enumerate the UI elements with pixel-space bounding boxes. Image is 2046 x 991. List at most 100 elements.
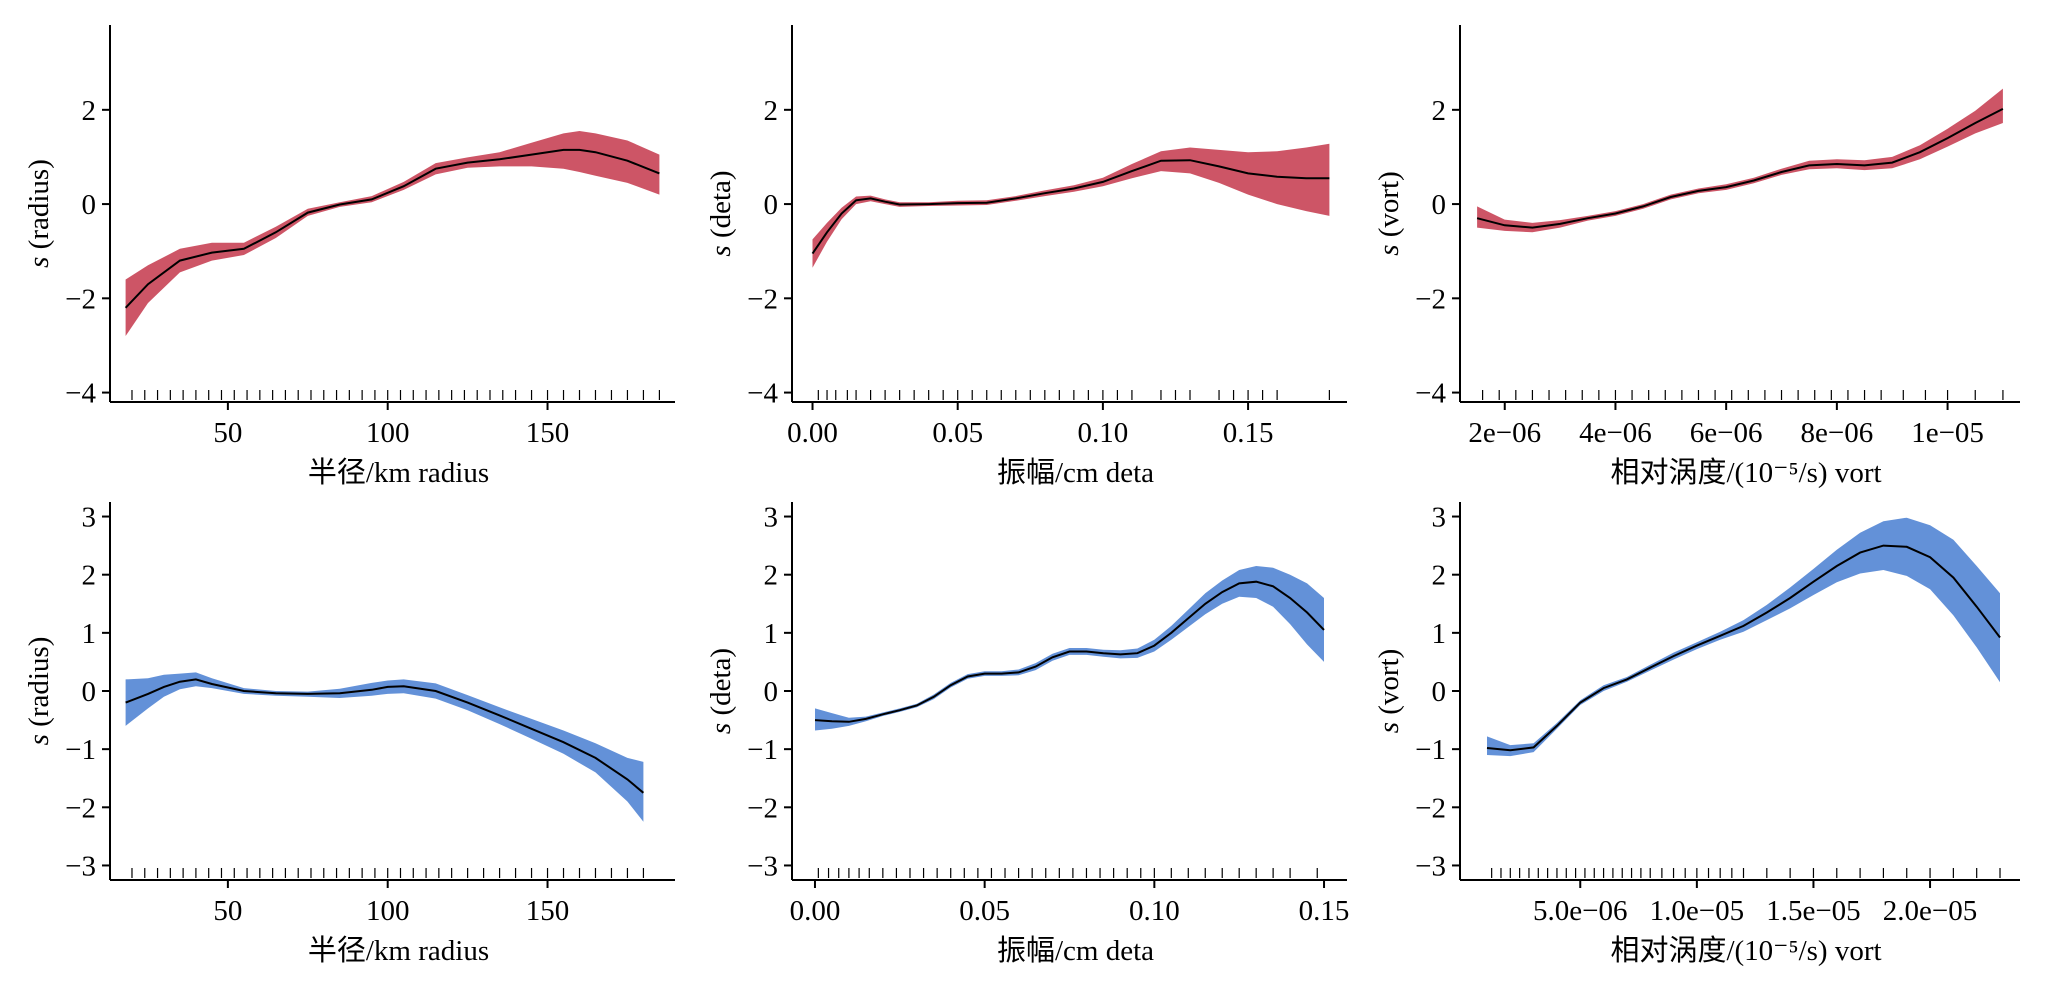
panel-1: −4 −2 0 2 50 100 150 半径/km radius s (radius) [23,25,675,489]
y-label-symbol: s [705,245,737,256]
x-tick-label: 100 [366,895,410,927]
x-axis-label: 半径/km radius [308,456,489,489]
confidence-band [125,131,660,336]
y-tick-label: −2 [1415,792,1446,824]
y-axis-label: s (radius) [23,159,55,268]
x-tick-label: 0.05 [932,417,983,449]
y-label-variable: (deta) [705,170,737,245]
y-tick-label: −1 [65,734,96,766]
y-label-symbol: s [1373,244,1405,255]
y-tick-label: 0 [1432,189,1447,221]
panel-6: −3 −2 −1 0 1 2 3 5.0e−06 1.0e−05 1.5e−05 2.0e−05相对… [1373,502,2020,967]
y-tick-label: 0 [1432,676,1447,708]
y-tick-label: 3 [764,502,779,534]
x-tick-label: 4e−06 [1579,417,1652,449]
x-tick-label: 0.05 [959,895,1010,927]
y-tick-label: −2 [65,283,96,315]
y-label-variable: (vort) [1373,171,1405,244]
x-tick-label: 50 [213,895,242,927]
x-tick-label: 150 [526,895,570,927]
y-tick-label: 0 [764,676,779,708]
x-axis-label: 相对涡度/(10⁻⁵/s) vort [1610,934,1881,967]
y-label-symbol: s [23,257,55,268]
y-tick-label: −4 [1415,378,1446,410]
smooth-fit-line [125,678,645,794]
y-label-variable: (deta) [705,648,737,723]
y-tick-label: −1 [747,734,778,766]
y-label-variable: (vort) [1373,649,1405,722]
y-label-variable: (radius) [23,637,55,734]
x-tick-label: 6e−06 [1690,417,1763,449]
x-tick-label: 0.10 [1129,895,1180,927]
smooth-fit-line [1476,108,2004,229]
panel-5: −3 −2 −1 0 1 2 3 0.00 0.05 0.10 0.15 振幅/cm deta s (d… [705,502,1349,967]
y-tick-label: 2 [82,95,97,127]
y-tick-label: −4 [747,378,778,410]
confidence-band [125,672,644,822]
y-tick-label: 2 [1432,560,1447,592]
x-tick-label: 8e−06 [1801,417,1874,449]
y-tick-label: −2 [747,792,778,824]
x-tick-label: 0.10 [1078,417,1129,449]
y-tick-label: 3 [1432,502,1447,534]
y-tick-label: 2 [1432,95,1447,127]
y-tick-label: −2 [65,792,96,824]
y-label-symbol: s [23,734,55,745]
panel-3: −4 −2 0 2 2e−06 4e−06 6e−06 8e−06 1e−05 相对涡度/(10⁻… [1373,25,2020,489]
y-tick-label: −3 [747,850,778,882]
x-tick-label: 2e−06 [1468,417,1541,449]
x-tick-label: 0.15 [1223,417,1274,449]
confidence-band [1487,517,2000,757]
x-tick-label: 0.00 [787,417,838,449]
confidence-band [812,143,1330,268]
y-tick-label: −4 [65,378,96,410]
confidence-band [1477,88,2003,233]
y-tick-label: 1 [1432,618,1447,650]
x-tick-label: 5.0e−06 [1533,895,1627,927]
y-tick-label: 1 [82,618,97,650]
x-tick-label: 100 [366,417,410,449]
y-tick-label: 0 [82,189,97,221]
x-tick-label: 0.00 [790,895,841,927]
x-axis-label: 振幅/cm deta [997,934,1154,967]
confidence-band [815,566,1324,731]
y-axis-label: s (radius) [23,637,55,746]
y-axis-label: s (vort) [1373,649,1405,734]
y-tick-label: −2 [1415,283,1446,315]
y-axis-label: s (deta) [705,170,737,256]
y-tick-label: 2 [764,95,779,127]
y-tick-label: 0 [82,676,97,708]
smooth-fit-line [1486,544,2001,752]
y-axis-label: s (vort) [1373,171,1405,256]
y-label-variable: (radius) [23,159,55,256]
y-label-symbol: s [705,723,737,734]
y-label-symbol: s [1373,722,1405,733]
y-axis-label: s (deta) [705,648,737,734]
x-tick-label: 1.0e−05 [1650,895,1744,927]
x-tick-label: 2.0e−05 [1883,895,1977,927]
x-tick-label: 1.5e−05 [1766,895,1860,927]
y-tick-label: −1 [1415,734,1446,766]
y-tick-label: 2 [764,560,779,592]
y-tick-label: 0 [764,189,779,221]
x-tick-label: 0.15 [1299,895,1350,927]
smooth-fit-line [811,159,1330,255]
y-tick-label: −2 [747,283,778,315]
y-tick-label: −3 [1415,850,1446,882]
smooth-fit-line [814,580,1325,723]
y-tick-label: 2 [82,560,97,592]
x-axis-label: 相对涡度/(10⁻⁵/s) vort [1610,456,1881,489]
x-tick-label: 150 [526,417,570,449]
x-axis-label: 振幅/cm deta [997,456,1154,489]
y-tick-label: −3 [65,850,96,882]
x-tick-label: 50 [213,417,242,449]
y-tick-label: 3 [82,502,97,534]
panel-2: −4 −2 0 2 0.00 0.05 0.10 0.15 振幅/cm deta s (deta) [705,25,1347,489]
x-tick-label: 1e−05 [1911,417,1984,449]
x-axis-label: 半径/km radius [308,934,489,967]
y-tick-label: 1 [764,618,779,650]
smooth-fit-line [124,148,660,309]
panel-4: −3 −2 −1 0 1 2 3 50 100 150 半径/km radius s (radius) [23,502,675,967]
